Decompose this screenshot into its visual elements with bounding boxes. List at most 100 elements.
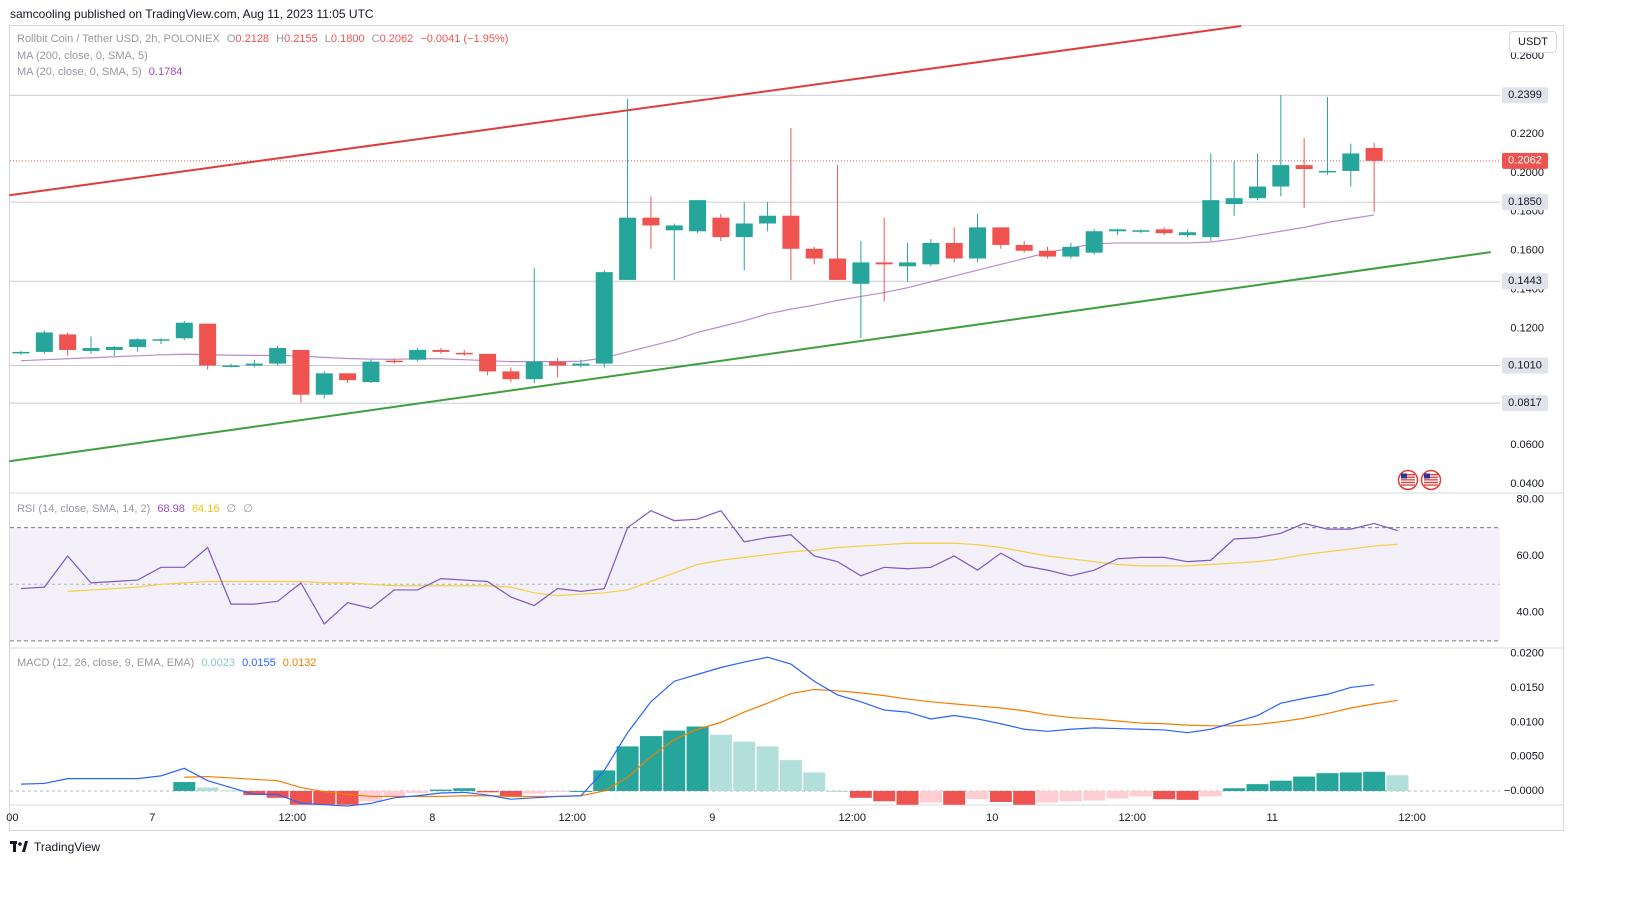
macd-histogram-bar [779, 760, 802, 791]
candle-body [1272, 165, 1290, 187]
candle-body [852, 262, 870, 284]
macd-histogram-bar [289, 790, 312, 805]
candle-body [1248, 186, 1266, 199]
macd-histogram-bar [919, 790, 942, 803]
macd-histogram-bar [1083, 790, 1106, 801]
ma-layer [20, 214, 1375, 363]
candle-body [525, 361, 543, 380]
candle-body [642, 217, 660, 226]
flag-stripe [1424, 479, 1438, 481]
candle-body [1318, 170, 1336, 173]
high-value: 0.2155 [284, 33, 318, 45]
time-tick-label: 12:00 [559, 812, 587, 824]
candle-body [222, 365, 240, 368]
price-tick-label: 0.2200 [1510, 128, 1544, 140]
candle-body [1085, 231, 1103, 253]
candle-body [362, 361, 380, 383]
price-tick-label: 0.2000 [1510, 167, 1544, 179]
time-tick-label: 10 [986, 812, 998, 824]
rsi-tick-label: 80.00 [1516, 493, 1544, 505]
us-flag-icon [1397, 469, 1419, 491]
ma20-line [20, 214, 1375, 363]
candle-body [922, 242, 940, 265]
macd-histogram-bar [1339, 772, 1362, 791]
candle-body [129, 339, 147, 348]
macd-layer [20, 656, 1409, 807]
candle-body [1295, 165, 1313, 170]
candle-body [1155, 229, 1173, 234]
last-price-tag-label: 0.2062 [1508, 155, 1542, 167]
price-level-tag-label: 0.1443 [1508, 275, 1542, 287]
macd-histogram-bar [1386, 775, 1409, 791]
candle-body [619, 217, 637, 280]
candle-body [292, 349, 310, 395]
candle-body [59, 334, 77, 350]
publisher-note: samcooling published on TradingView.com,… [10, 7, 374, 21]
candle-body [1039, 250, 1057, 257]
close-label: C [371, 33, 380, 45]
macd-tick-label: 0.0100 [1510, 716, 1544, 728]
candle-body [152, 339, 170, 341]
footer-brand-label: TradingView [34, 840, 101, 854]
candle-body [782, 215, 800, 249]
rsi-ma-line [67, 542, 1398, 597]
macd-histogram-bar [196, 787, 219, 791]
price-legend: Rollbit Coin / Tether USD, 2h, POLONIEX … [17, 33, 508, 45]
candle-body [992, 227, 1010, 245]
candle-body [549, 361, 567, 366]
macd-histogram-bar [1129, 790, 1152, 797]
candle-body [1109, 229, 1127, 232]
macd-tick-label: 0.0200 [1510, 648, 1544, 660]
macd-histogram-bar [383, 790, 406, 797]
symbol-label: Rollbit Coin / Tether USD, 2h, POLONIEX [17, 33, 220, 45]
candle-body [315, 373, 333, 395]
open-label: O [226, 33, 236, 45]
macd-signal-line [184, 688, 1398, 798]
macd-histogram-bar [616, 746, 639, 791]
low-label: L [324, 33, 331, 45]
macd-histogram-bar [1036, 790, 1059, 803]
candle-body [1132, 230, 1150, 232]
macd-histogram-bar [243, 790, 266, 796]
macd-label: MACD (12, 26, close, 9, EMA, EMA) [17, 657, 195, 669]
macd-histogram-bar [1363, 771, 1386, 791]
time-tick-label: 12:00 [838, 812, 866, 824]
candle-body [479, 353, 497, 372]
macd-histogram-bar [429, 789, 452, 791]
macd-histogram-bar [499, 790, 522, 797]
price-tick-label: 0.0600 [1510, 439, 1544, 451]
candle-body [1342, 153, 1360, 171]
macd-histogram-bar [1106, 790, 1129, 799]
flag-stripe [1401, 481, 1415, 484]
rsi-label: RSI (14, close, SMA, 14, 2) [17, 503, 151, 515]
trendline-layer [9, 25, 1491, 463]
macd-histogram-bar [639, 736, 662, 791]
candle-body [175, 322, 193, 339]
candle-body [595, 272, 613, 364]
price-tick-label: 0.2600 [1510, 50, 1544, 62]
macd-histogram-bar [756, 746, 779, 791]
candle-body [689, 200, 707, 232]
candle-body [502, 371, 520, 380]
candle-body [432, 349, 450, 352]
price-level-tag [1502, 357, 1548, 374]
candle-body [82, 348, 100, 351]
last-price-tag [1502, 152, 1548, 169]
candle-body [572, 363, 590, 366]
macd-histogram-bar [896, 790, 919, 805]
flag-stripe [1424, 484, 1438, 486]
currency-button[interactable]: USDT [1509, 31, 1557, 53]
macd-hist-value: 0.0023 [201, 657, 235, 669]
chart-frame [9, 25, 1564, 831]
macd-histogram-bar [989, 790, 1012, 802]
macd-histogram-bar [1223, 788, 1246, 791]
macd-histogram-bar [709, 734, 732, 791]
macd-histogram-bar [1246, 784, 1269, 791]
macd-histogram-bar [1153, 790, 1176, 800]
macd-histogram-bar [219, 790, 242, 792]
time-tick-label: 12:00 [1118, 812, 1146, 824]
flag-canton [1424, 473, 1430, 479]
macd-legend: MACD (12, 26, close, 9, EMA, EMA) 0.0023… [17, 657, 316, 669]
price-level-tag-label: 0.0817 [1508, 397, 1542, 409]
